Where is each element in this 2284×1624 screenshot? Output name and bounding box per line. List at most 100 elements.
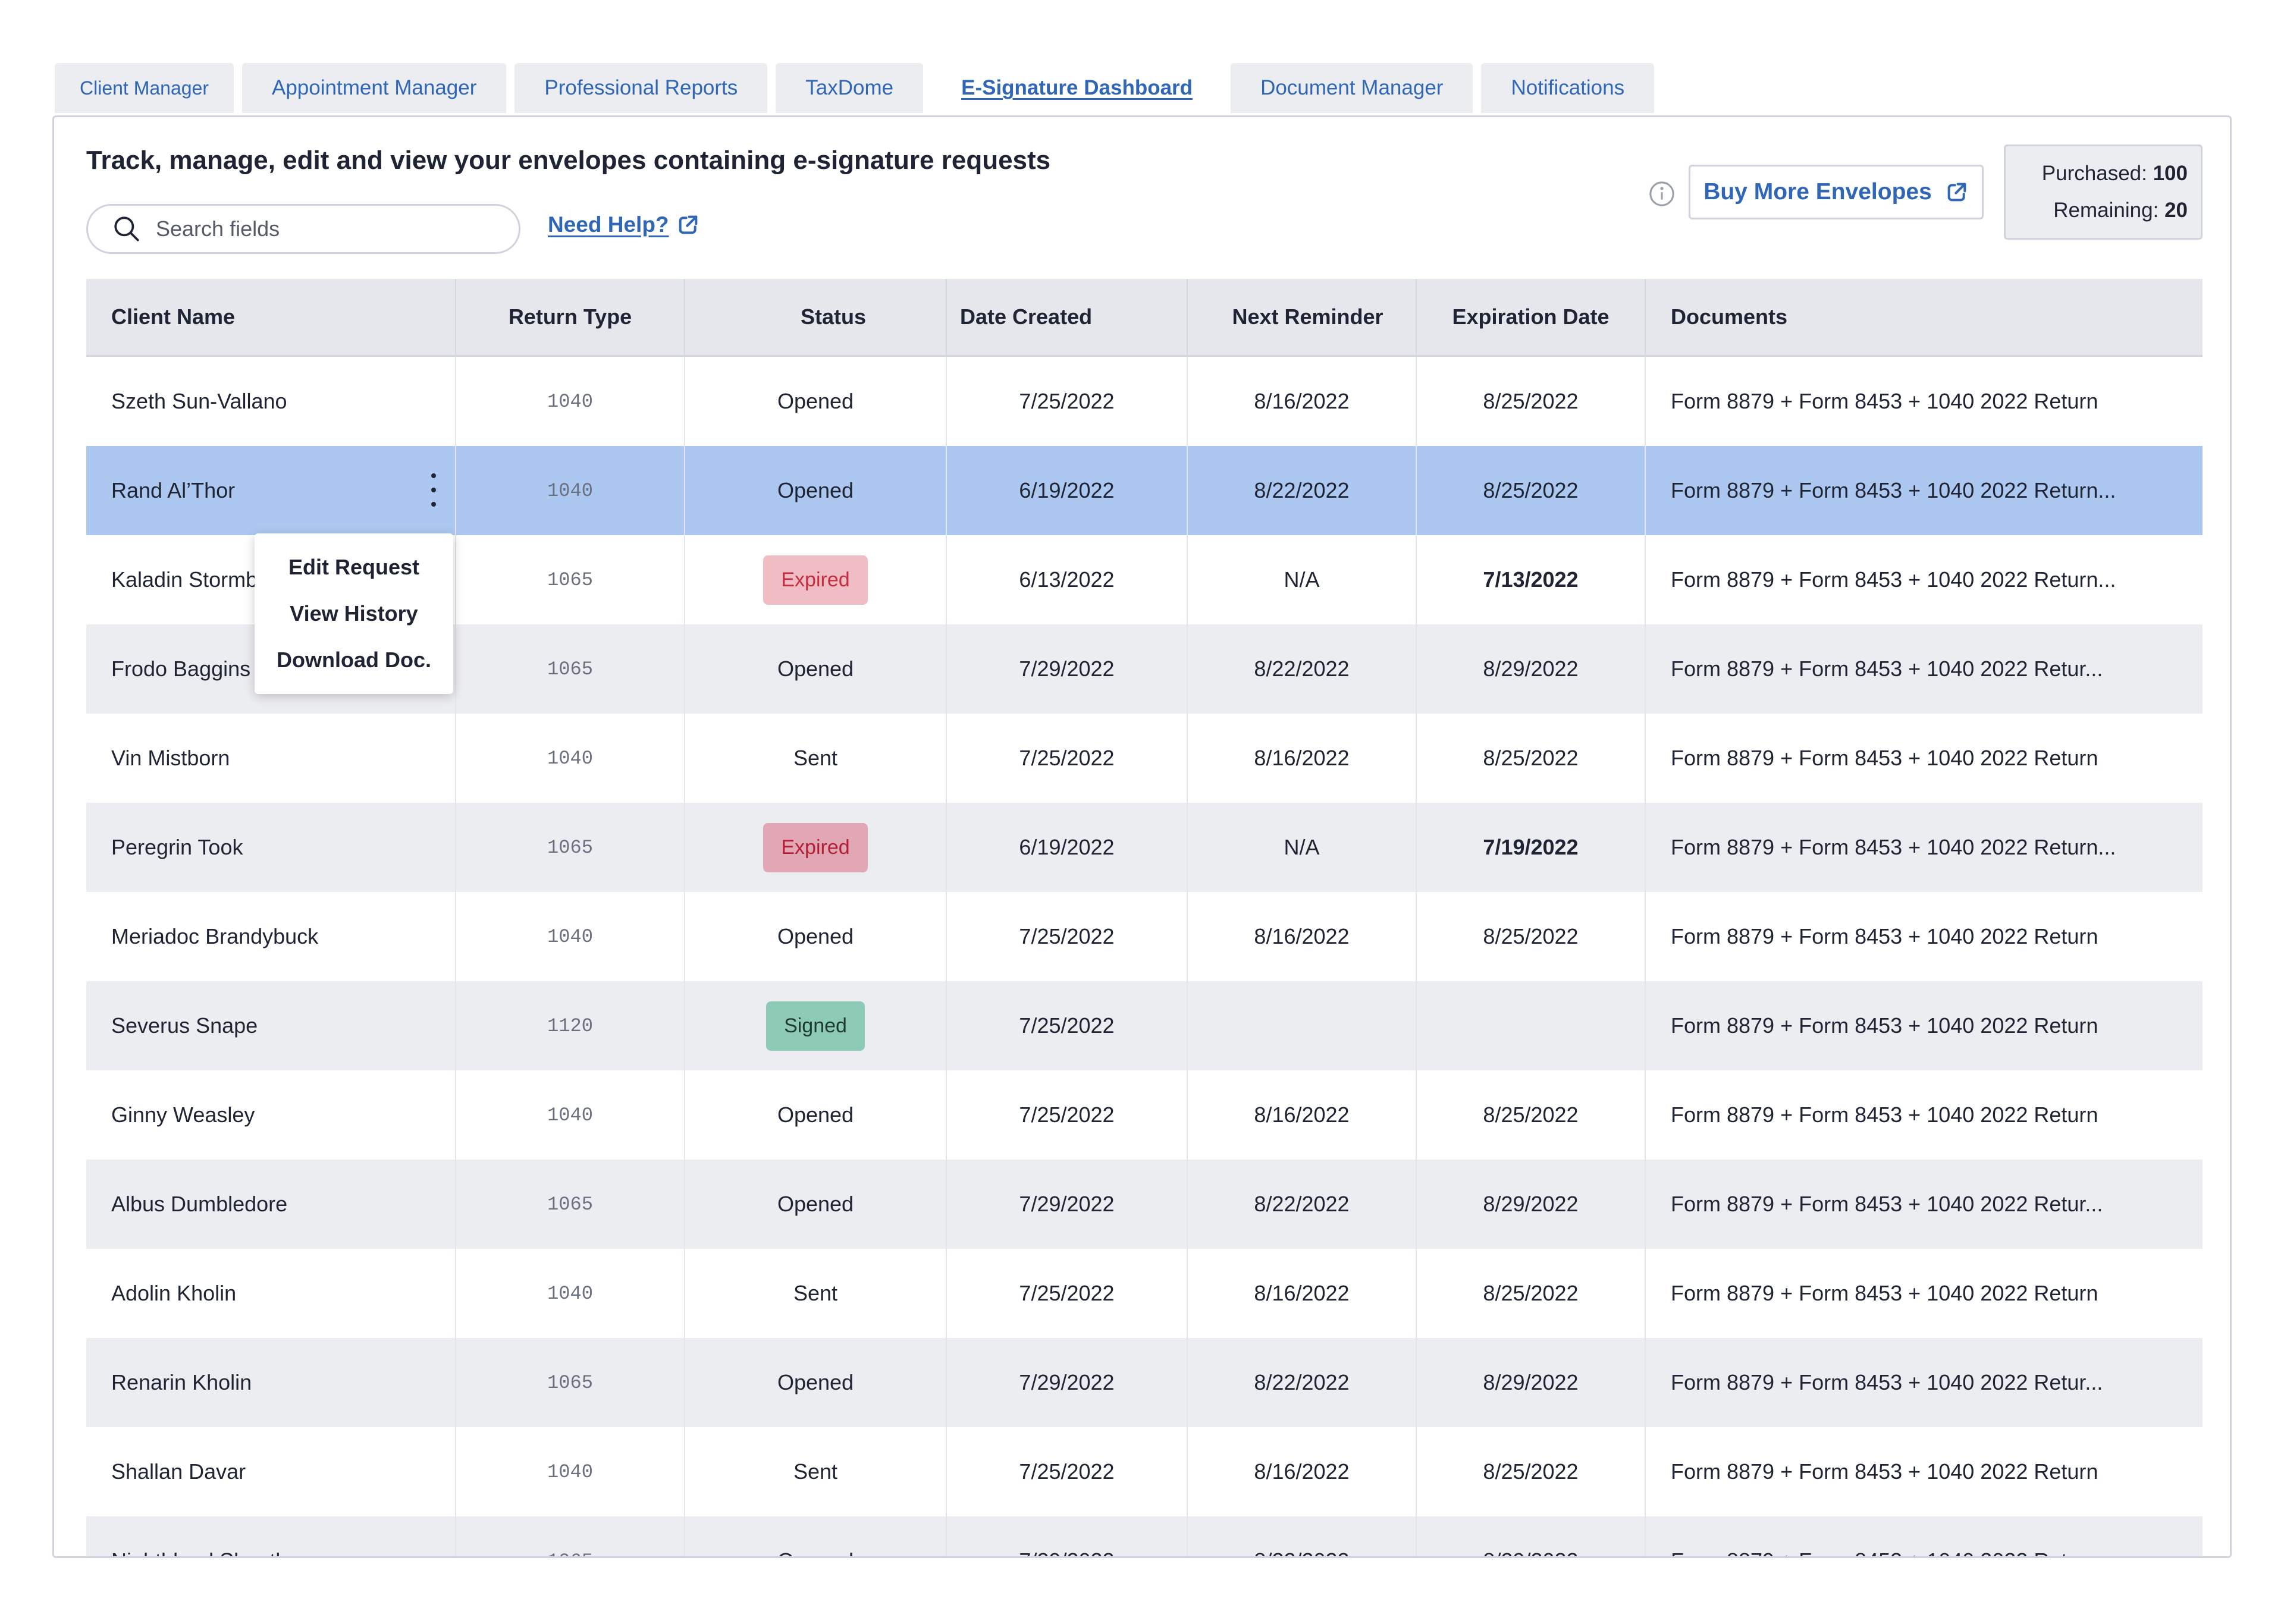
status: Sent [684, 1427, 946, 1516]
external-link-icon [679, 215, 697, 234]
documents: Form 8879 + Form 8453 + 1040 2022 Return [1645, 981, 2203, 1070]
expiration-date: 8/25/2022 [1416, 714, 1645, 803]
table-row-selected[interactable]: Rand Al’Thor 1040 Opened 6/19/2022 8/22/… [86, 446, 2203, 535]
date-created: 7/25/2022 [946, 981, 1187, 1070]
table-row[interactable]: Vin Mistborn 1040 Sent 7/25/2022 8/16/20… [86, 714, 2203, 803]
next-reminder: 8/16/2022 [1187, 892, 1416, 981]
table-row[interactable]: Ginny Weasley 1040 Opened 7/25/2022 8/16… [86, 1070, 2203, 1160]
return-type: 1065 [455, 1516, 684, 1556]
column-header-return-type[interactable]: Return Type [455, 279, 684, 355]
column-header-date-created[interactable]: Date Created [946, 279, 1187, 355]
client-name: Ginny Weasley [111, 1102, 255, 1127]
tab-appointment-manager[interactable]: Appointment Manager [242, 63, 507, 113]
return-type: 1065 [455, 535, 684, 624]
expiration-date: 8/25/2022 [1416, 446, 1645, 535]
search-box [86, 204, 520, 254]
table-row[interactable]: Nightblood Sheath 1065 Opened 7/29/2022 … [86, 1516, 2203, 1556]
next-reminder: 8/22/2022 [1187, 446, 1416, 535]
more-vertical-icon[interactable] [428, 473, 439, 507]
status: Opened [684, 892, 946, 981]
tab-notifications[interactable]: Notifications [1481, 63, 1655, 113]
tab-document-manager[interactable]: Document Manager [1231, 63, 1473, 113]
menu-item-download-doc[interactable]: Download Doc. [277, 648, 431, 672]
client-name: Albus Dumbledore [111, 1192, 288, 1216]
next-reminder: N/A [1187, 803, 1416, 892]
date-created: 7/29/2022 [946, 624, 1187, 714]
documents: Form 8879 + Form 8453 + 1040 2022 Return… [1645, 803, 2203, 892]
date-created: 7/25/2022 [946, 1070, 1187, 1160]
table-row[interactable]: Szeth Sun-Vallano 1040 Opened 7/25/2022 … [86, 357, 2203, 446]
table-row[interactable]: Severus Snape 1120 Signed 7/25/2022 Form… [86, 981, 2203, 1070]
next-reminder [1187, 981, 1416, 1070]
table-row[interactable]: Meriadoc Brandybuck 1040 Opened 7/25/202… [86, 892, 2203, 981]
column-header-expiration-date[interactable]: Expiration Date [1416, 279, 1645, 355]
documents: Form 8879 + Form 8453 + 1040 2022 Return [1645, 1427, 2203, 1516]
table-row[interactable]: Shallan Davar 1040 Sent 7/25/2022 8/16/2… [86, 1427, 2203, 1516]
table-row[interactable]: Peregrin Took 1065 Expired 6/19/2022 N/A… [86, 803, 2203, 892]
tab-professional-reports[interactable]: Professional Reports [514, 63, 768, 113]
tab-client-manager[interactable]: Client Manager [55, 63, 234, 113]
table-row[interactable]: Adolin Kholin 1040 Sent 7/25/2022 8/16/2… [86, 1249, 2203, 1338]
return-type: 1040 [455, 446, 684, 535]
client-name: Rand Al’Thor [111, 478, 236, 502]
status: Opened [684, 624, 946, 714]
status: Opened [684, 446, 946, 535]
date-created: 7/25/2022 [946, 1427, 1187, 1516]
next-reminder: 8/16/2022 [1187, 1427, 1416, 1516]
return-type: 1040 [455, 357, 684, 446]
return-type: 1065 [455, 624, 684, 714]
date-created: 7/29/2022 [946, 1338, 1187, 1427]
client-name: Kaladin Stormb [111, 567, 258, 592]
documents: Form 8879 + Form 8453 + 1040 2022 Return [1645, 1249, 2203, 1338]
table-row[interactable]: Albus Dumbledore 1065 Opened 7/29/2022 8… [86, 1160, 2203, 1249]
tab-e-signature-dashboard[interactable]: E-Signature Dashboard [931, 63, 1223, 113]
return-type: 1040 [455, 1070, 684, 1160]
expiration-date: 8/25/2022 [1416, 1070, 1645, 1160]
date-created: 6/19/2022 [946, 803, 1187, 892]
return-type: 1120 [455, 981, 684, 1070]
search-input[interactable] [155, 216, 490, 242]
status: Opened [684, 1070, 946, 1160]
return-type: 1040 [455, 892, 684, 981]
documents: Form 8879 + Form 8453 + 1040 2022 Return… [1645, 535, 2203, 624]
date-created: 6/19/2022 [946, 446, 1187, 535]
date-created: 7/29/2022 [946, 1516, 1187, 1556]
status: Opened [684, 1160, 946, 1249]
info-icon[interactable] [1648, 180, 1676, 208]
next-reminder: 8/16/2022 [1187, 1249, 1416, 1338]
client-name: Frodo Baggins [111, 656, 251, 681]
table-row[interactable]: Renarin Kholin 1065 Opened 7/29/2022 8/2… [86, 1338, 2203, 1427]
search-icon [114, 216, 139, 241]
client-name: Nightblood Sheath [86, 1516, 455, 1556]
expiration-date [1416, 981, 1645, 1070]
tab-bar: Client Manager Appointment Manager Profe… [55, 63, 1655, 117]
date-created: 7/25/2022 [946, 1249, 1187, 1338]
menu-item-view-history[interactable]: View History [290, 601, 418, 626]
next-reminder: 8/16/2022 [1187, 1070, 1416, 1160]
status-badge-expired: Expired [763, 822, 868, 872]
column-header-next-reminder[interactable]: Next Reminder [1187, 279, 1416, 355]
return-type: 1065 [455, 1160, 684, 1249]
status: Expired [684, 803, 946, 892]
column-header-status[interactable]: Status [684, 279, 946, 355]
status: Signed [684, 981, 946, 1070]
documents: Form 8879 + Form 8453 + 1040 2022 Return [1645, 892, 2203, 981]
menu-item-edit-request[interactable]: Edit Request [288, 555, 420, 579]
column-header-client-name[interactable]: Client Name [111, 304, 236, 329]
documents: Form 8879 + Form 8453 + 1040 2022 Retur.… [1645, 624, 2203, 714]
buy-more-envelopes-label: Buy More Envelopes [1703, 179, 1932, 205]
column-header-documents[interactable]: Documents [1645, 279, 2203, 355]
status-badge-signed: Signed [766, 1001, 865, 1051]
expiration-date: 8/29/2022 [1416, 624, 1645, 714]
table-row[interactable]: Kaladin Stormb 1065 Expired 6/13/2022 N/… [86, 535, 2203, 624]
tab-taxdome[interactable]: TaxDome [776, 63, 924, 113]
need-help-label: Need Help? [548, 212, 669, 237]
buy-more-envelopes-button[interactable]: Buy More Envelopes [1689, 165, 1984, 219]
client-name: Renarin Kholin [111, 1370, 252, 1394]
need-help-link[interactable]: Need Help? [548, 212, 700, 237]
client-name: Vin Mistborn [111, 746, 230, 770]
status: Opened [684, 1516, 946, 1556]
expiration-date: 8/25/2022 [1416, 1427, 1645, 1516]
client-name: Severus Snape [111, 1013, 258, 1038]
expiration-date: 8/25/2022 [1416, 892, 1645, 981]
